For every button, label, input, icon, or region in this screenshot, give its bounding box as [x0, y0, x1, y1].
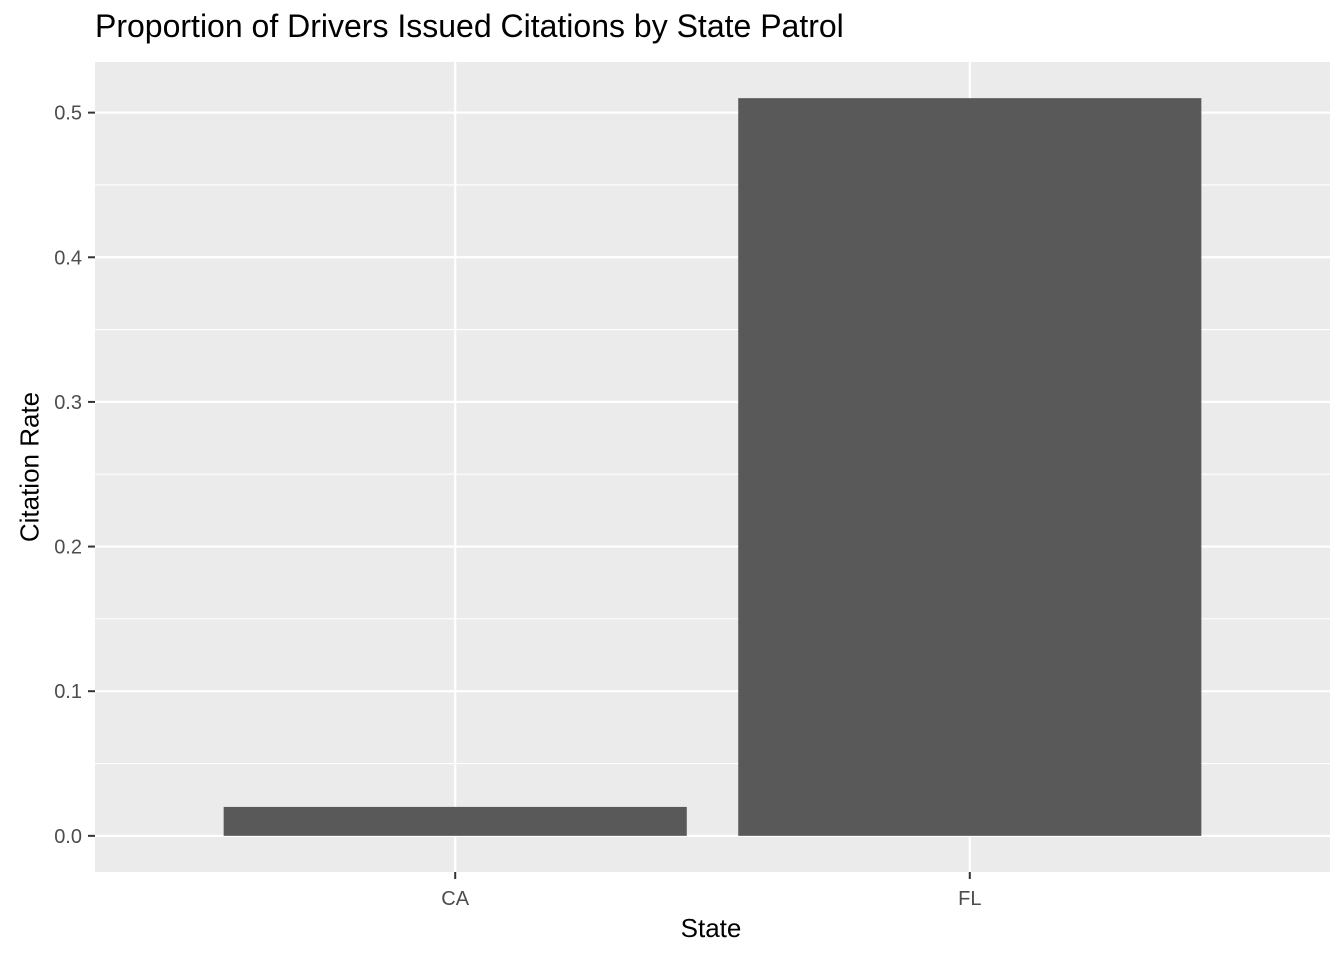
y-tick-label: 0.3: [54, 392, 82, 414]
y-axis-title: Citation Rate: [14, 391, 45, 543]
x-tick-label: CA: [441, 888, 469, 910]
bars: [223, 98, 1202, 836]
x-axis-title: State: [680, 913, 742, 943]
y-axis: 0.0 0.1 0.2 0.3 0.4 0.5: [54, 103, 95, 848]
chart-title: Proportion of Drivers Issued Citations b…: [95, 8, 844, 44]
y-tick-label: 0.5: [54, 103, 82, 125]
y-tick-label: 0.2: [54, 537, 82, 559]
y-tick-label: 0.1: [54, 681, 82, 703]
x-axis: CA FL: [441, 872, 981, 910]
x-tick-label: FL: [958, 888, 981, 910]
y-tick-label: 0.4: [54, 247, 82, 269]
y-tick-label: 0.0: [54, 826, 82, 848]
bar-fl: [738, 98, 1202, 836]
bar-ca: [223, 806, 687, 836]
